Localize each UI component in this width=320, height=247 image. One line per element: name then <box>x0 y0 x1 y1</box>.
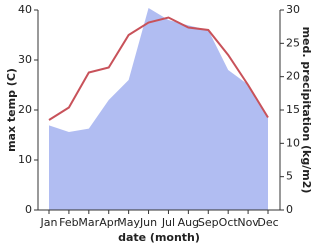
y2-tick-label: 30 <box>286 3 300 16</box>
y2-tick-label: 15 <box>286 103 300 116</box>
y2-tick-label: 25 <box>286 36 300 49</box>
x-tick-label: Apr <box>99 216 119 229</box>
y-axis-title: max temp (C) <box>5 68 18 152</box>
x-tick-label: Jan <box>40 216 58 229</box>
y-tick-label: 30 <box>18 53 32 66</box>
x-tick-label: Sep <box>198 216 219 229</box>
x-axis-title: date (month) <box>118 231 200 244</box>
temp-line <box>48 16 269 121</box>
y-tick-label: 40 <box>18 3 32 16</box>
y-tick-label: 0 <box>25 203 32 216</box>
y-tick-label: 10 <box>18 153 32 166</box>
x-tick-label: Oct <box>219 216 239 229</box>
x-tick-label: Dec <box>257 216 278 229</box>
x-tick-label: Jun <box>139 216 157 229</box>
x-tick-label: Jul <box>161 216 175 229</box>
precipitation-area <box>49 8 268 210</box>
x-tick-label: May <box>117 216 140 229</box>
y2-tick-label: 0 <box>286 203 293 216</box>
x-tick-label: Nov <box>237 216 259 229</box>
x-tick-label: Mar <box>78 216 99 229</box>
y-tick-label: 20 <box>18 103 32 116</box>
y2-tick-label: 20 <box>286 70 300 83</box>
y2-axis-title: med. precipitation (kg/m2) <box>300 27 313 194</box>
y2-tick-label: 5 <box>286 170 293 183</box>
x-tick-label: Feb <box>59 216 78 229</box>
y2-tick-label: 10 <box>286 136 300 149</box>
x-tick-label: Aug <box>178 216 199 229</box>
